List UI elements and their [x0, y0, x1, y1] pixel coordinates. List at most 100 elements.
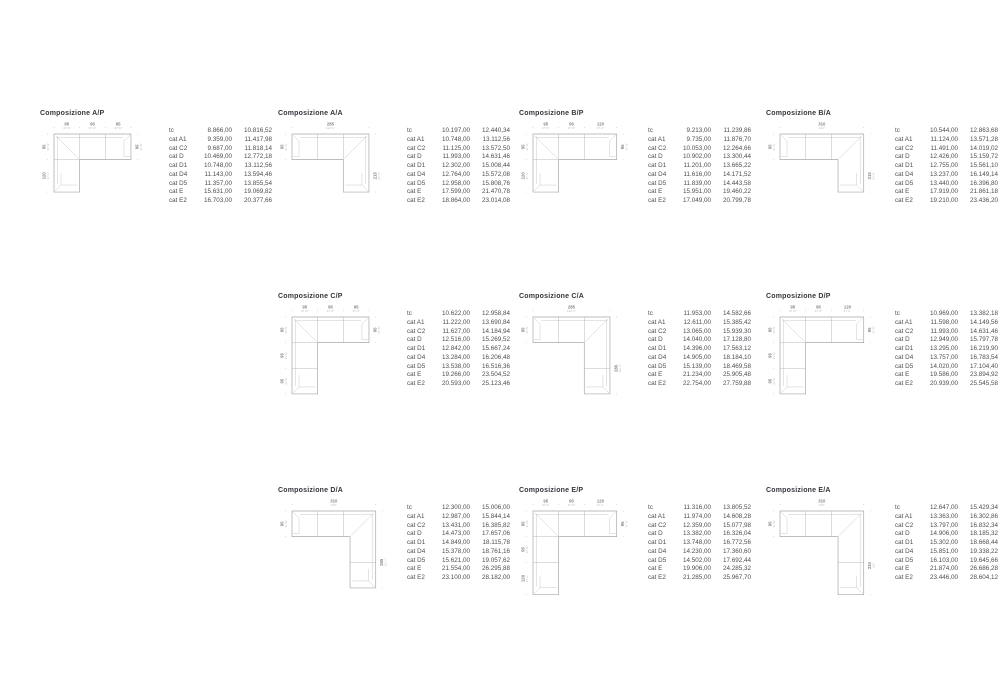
dimension-label-inch: 37 ⅜″ — [284, 520, 288, 527]
category-label: tc — [169, 127, 174, 134]
price-excl-vat: 15.631,00 — [203, 188, 232, 196]
price-incl-vat: 18.184,10 — [722, 353, 751, 361]
price-table: tc 11.953,00 14.582,66 cat A1 12.611,00 15.38… — [648, 310, 751, 389]
composition-title: Composizione B/A — [766, 110, 832, 117]
category-label: cat E — [895, 188, 910, 196]
price-excl-vat: 23.446,00 — [929, 574, 958, 581]
price-incl-vat: 15.008,44 — [481, 162, 510, 169]
dimension-label-cm: 95 — [64, 122, 69, 127]
category-label: cat D1 — [895, 162, 914, 169]
category-label: cat A1 — [895, 512, 913, 520]
price-incl-vat: 19.645,66 — [969, 556, 998, 564]
price-incl-vat: 17.563,12 — [722, 345, 751, 352]
price-incl-vat: 14.184,94 — [481, 327, 510, 335]
price-incl-vat: 12.264,66 — [722, 144, 751, 152]
dimension-label-cm: 95 — [521, 546, 526, 551]
dimension-label-cm: 310 — [818, 499, 826, 504]
price-excl-vat: 12.958,00 — [441, 179, 470, 187]
price-table: tc 12.647,00 15.429,34 cat A1 13.363,00 16.30… — [895, 504, 998, 583]
category-label: cat E — [648, 188, 663, 196]
price-excl-vat: 12.300,00 — [441, 504, 470, 511]
price-excl-vat: 13.295,00 — [929, 345, 958, 352]
category-label: cat E2 — [895, 574, 913, 581]
dimension-label-inch: 47 ¼″ — [525, 172, 529, 179]
price-incl-vat: 16.206,48 — [481, 353, 510, 361]
dimension-label-inch: 37 ⅜″ — [772, 352, 776, 359]
price-excl-vat: 12.842,00 — [441, 345, 470, 352]
price-excl-vat: 21.874,00 — [929, 565, 958, 573]
price-incl-vat: 26.686,28 — [969, 565, 998, 573]
category-label: cat D — [648, 153, 663, 161]
dimension-label-cm: 95 — [790, 305, 795, 310]
price-table: tc 10.969,00 13.382,18 cat A1 11.598,00 14.14… — [895, 310, 998, 389]
price-excl-vat: 9.735,00 — [686, 135, 711, 143]
dimension-label-cm: 95 — [372, 327, 377, 332]
dimension-label-cm: 95 — [620, 144, 625, 149]
composition-title: Composizione B/P — [519, 110, 584, 117]
price-excl-vat: 17.049,00 — [682, 197, 711, 204]
price-incl-vat: 15.808,76 — [481, 179, 510, 187]
price-excl-vat: 11.953,00 — [683, 310, 711, 317]
price-excl-vat: 15.951,00 — [682, 188, 711, 196]
dimension-label-inch: 37 ⅜″ — [789, 309, 796, 313]
price-incl-vat: 11.417,98 — [244, 135, 272, 143]
category-label: cat D — [407, 336, 422, 344]
category-label: cat E — [407, 371, 422, 379]
price-excl-vat: 19.586,00 — [929, 371, 958, 379]
price-incl-vat: 28.604,12 — [969, 574, 998, 581]
dimension-label-cm: 310 — [818, 122, 826, 127]
price-excl-vat: 9.359,00 — [207, 135, 232, 143]
dimension-label-cm: 215 — [867, 172, 872, 180]
category-label: cat A1 — [407, 318, 425, 326]
price-incl-vat: 12.440,34 — [481, 127, 510, 134]
category-label: cat D1 — [895, 345, 914, 352]
dimension-label-inch: 37 ⅜″ — [542, 126, 549, 130]
dimension-label-inch: 37 ⅜″ — [63, 126, 70, 130]
price-incl-vat: 16.385,82 — [481, 521, 510, 529]
dimension-label-cm: 95 — [768, 352, 773, 357]
price-incl-vat: 23.436,20 — [969, 197, 998, 204]
price-incl-vat: 19.338,22 — [969, 547, 998, 555]
price-incl-vat: 24.285,32 — [722, 565, 751, 573]
dimension-label-cm: 95 — [620, 521, 625, 526]
price-incl-vat: 14.149,56 — [969, 318, 998, 326]
price-excl-vat: 12.949,00 — [929, 336, 958, 344]
dimension-label-cm: 120 — [521, 574, 526, 582]
price-excl-vat: 12.302,00 — [441, 162, 470, 169]
price-excl-vat: 11.839,00 — [683, 179, 711, 187]
price-excl-vat: 13.363,00 — [929, 512, 958, 520]
price-incl-vat: 25.905,48 — [722, 371, 751, 379]
price-excl-vat: 13.284,00 — [441, 353, 470, 361]
price-incl-vat: 15.561,10 — [969, 162, 998, 169]
price-excl-vat: 19.266,00 — [441, 371, 470, 379]
dimension-label-inch: 112 ¼″ — [567, 309, 576, 313]
price-excl-vat: 10.622,00 — [441, 310, 470, 317]
dimension-label-inch: 37 ⅜″ — [772, 326, 776, 333]
price-incl-vat: 15.844,14 — [481, 512, 510, 520]
price-excl-vat: 11.993,00 — [442, 153, 470, 161]
price-excl-vat: 19.210,00 — [929, 197, 958, 204]
composition-title: Composizione D/A — [278, 487, 344, 494]
price-incl-vat: 18.668,44 — [969, 539, 998, 546]
category-label: cat D1 — [407, 345, 426, 352]
category-label: cat D5 — [648, 556, 667, 564]
category-label: tc — [895, 310, 900, 317]
price-excl-vat: 11.616,00 — [683, 170, 711, 178]
price-excl-vat: 11.222,00 — [442, 318, 470, 326]
price-incl-vat: 15.159,72 — [969, 153, 998, 161]
composition-title: Composizione E/P — [519, 487, 584, 494]
dimension-label-inch: 37 ⅜″ — [625, 143, 629, 150]
dimension-label-cm: 95 — [569, 499, 574, 504]
dimension-label-cm: 310 — [330, 499, 338, 504]
price-table: tc 11.316,00 13.805,52 cat A1 11.974,00 14.60… — [648, 504, 751, 583]
category-label: cat D — [648, 530, 663, 538]
price-excl-vat: 22.754,00 — [682, 380, 711, 387]
price-incl-vat: 11.876,70 — [723, 135, 751, 143]
price-excl-vat: 14.905,00 — [682, 353, 711, 361]
category-label: cat D4 — [895, 353, 914, 361]
price-table: tc 10.622,00 12.958,84 cat A1 11.222,00 13.69… — [407, 310, 510, 389]
category-label: cat D5 — [407, 179, 426, 187]
category-label: cat A1 — [169, 135, 187, 143]
